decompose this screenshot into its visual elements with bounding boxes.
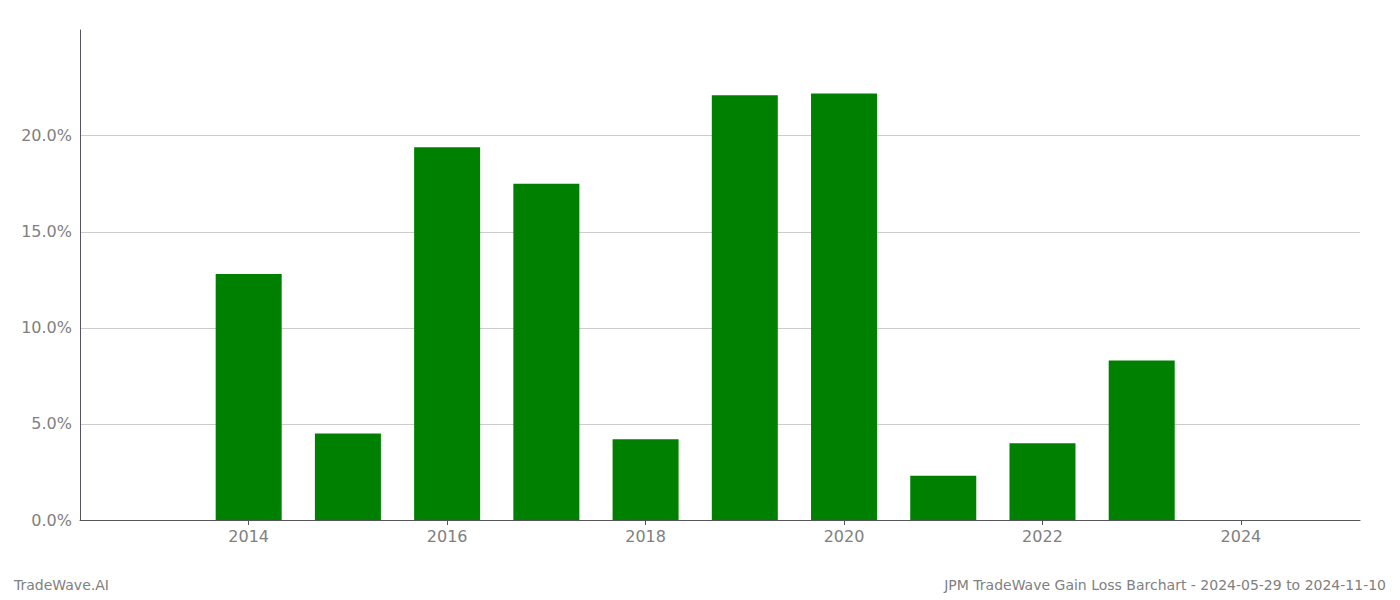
- svg-text:TradeWave.AI: TradeWave.AI: [13, 577, 109, 593]
- svg-text:5.0%: 5.0%: [31, 414, 72, 433]
- svg-text:2022: 2022: [1022, 527, 1063, 546]
- svg-text:JPM TradeWave Gain Loss Barcha: JPM TradeWave Gain Loss Barchart - 2024-…: [943, 577, 1386, 593]
- svg-text:20.0%: 20.0%: [21, 126, 72, 145]
- svg-text:2020: 2020: [824, 527, 865, 546]
- svg-text:2014: 2014: [228, 527, 269, 546]
- svg-text:2016: 2016: [427, 527, 468, 546]
- svg-text:2018: 2018: [625, 527, 666, 546]
- svg-text:15.0%: 15.0%: [21, 222, 72, 241]
- svg-text:0.0%: 0.0%: [31, 511, 72, 530]
- svg-text:10.0%: 10.0%: [21, 318, 72, 337]
- svg-text:2024: 2024: [1221, 527, 1262, 546]
